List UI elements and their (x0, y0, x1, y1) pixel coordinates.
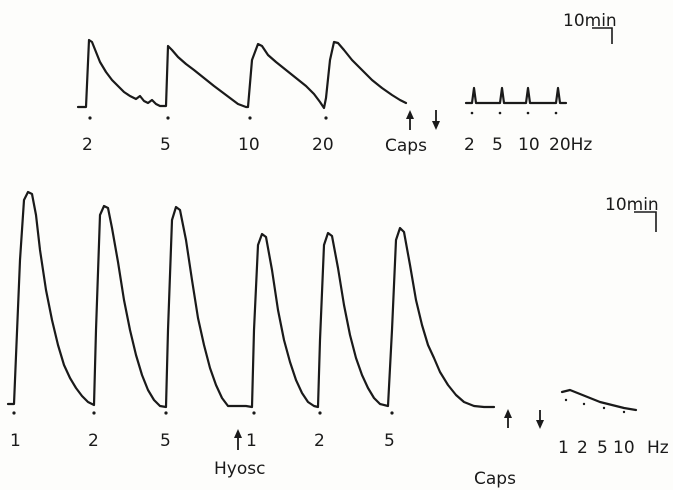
bottom-panel: 1 2 5 1 2 5 Hyosc Caps 1 2 5 10 Hz 10min (6, 190, 669, 489)
post-label: 10 (518, 135, 540, 155)
stim-dot (582, 402, 586, 406)
post-label: Hz (647, 438, 669, 458)
top-trace (76, 38, 408, 110)
stim-dot (12, 411, 16, 415)
post-label: 10 (613, 438, 635, 458)
top-panel: 2 5 10 20 Caps 2 5 10 20Hz 10min (76, 11, 617, 156)
scale-bar-label: 10min (605, 195, 659, 215)
stim-dot (324, 116, 328, 120)
top-post-trace (464, 86, 568, 105)
up-arrow-icon (504, 409, 512, 428)
stim-dot (564, 398, 568, 402)
hyosc-label: Hyosc (214, 459, 265, 479)
stim-label: 1 (246, 431, 257, 451)
stim-dot (526, 111, 530, 115)
down-arrow-icon (432, 110, 440, 130)
stim-dot (88, 116, 92, 120)
stim-dot (248, 116, 252, 120)
scale-bar: 10min (605, 195, 659, 232)
stim-label: 5 (160, 431, 171, 451)
stim-dot (318, 411, 322, 415)
stim-label: 2 (314, 431, 325, 451)
stim-dot (554, 111, 558, 115)
stim-label: 2 (88, 431, 99, 451)
post-label: 2 (577, 438, 588, 458)
stim-dot (470, 111, 474, 115)
stim-label: 1 (10, 431, 21, 451)
post-label: 2 (464, 135, 475, 155)
stim-dot (164, 411, 168, 415)
caps-label: Caps (385, 136, 427, 156)
post-label: 5 (597, 438, 608, 458)
scale-bar: 10min (563, 11, 617, 44)
stim-label: 5 (160, 135, 171, 155)
up-arrow-icon (406, 110, 414, 130)
stim-label: 10 (238, 135, 260, 155)
stim-label: 20 (312, 135, 334, 155)
stim-dot (498, 111, 502, 115)
post-label: 5 (492, 135, 503, 155)
stim-dot (166, 116, 170, 120)
bottom-trace (6, 190, 496, 409)
stim-dot (622, 410, 626, 414)
stim-dot (602, 406, 606, 410)
stim-dot (92, 411, 96, 415)
scale-bar-label: 10min (563, 11, 617, 31)
up-arrow-icon (234, 429, 242, 450)
post-label: 1 (558, 438, 569, 458)
stim-label: 2 (82, 135, 93, 155)
post-label: 20Hz (549, 135, 592, 155)
stim-dot (390, 411, 394, 415)
caps-label: Caps (474, 469, 516, 489)
bottom-post-trace (560, 388, 638, 412)
stim-dot (252, 411, 256, 415)
down-arrow-icon (536, 410, 544, 429)
stim-label: 5 (384, 431, 395, 451)
